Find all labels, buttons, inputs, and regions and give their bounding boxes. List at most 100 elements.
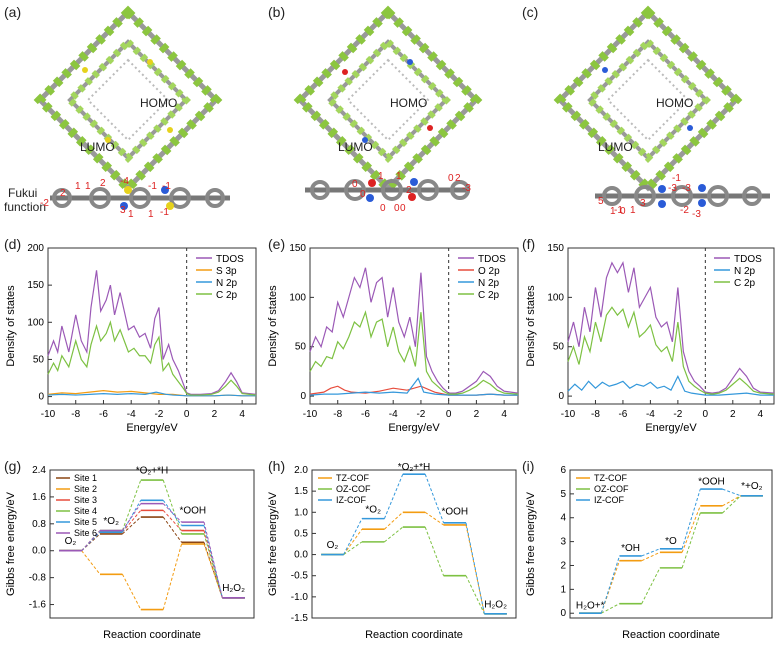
panel-label-a: (a) xyxy=(4,4,22,20)
state-label: *OOH xyxy=(441,506,468,517)
energy-connector xyxy=(162,510,182,531)
fukui-value: 1 xyxy=(610,206,616,217)
energy-connector xyxy=(162,516,182,543)
legend-label: Site 3 xyxy=(74,495,97,505)
x-axis-label: Energy/eV xyxy=(388,422,440,434)
x-tick-label: -4 xyxy=(646,409,655,420)
series-line-tdos xyxy=(567,261,775,394)
lumo-label-b: LUMO xyxy=(338,140,373,154)
x-axis-label: Energy/eV xyxy=(645,422,697,434)
structures-figure xyxy=(0,0,770,210)
fukui-molecule-c xyxy=(595,184,770,208)
fukui-molecule-a xyxy=(50,186,230,210)
fukui-value: 3 xyxy=(120,205,126,216)
legend-label: Site 2 xyxy=(74,484,97,494)
energy-connector xyxy=(121,500,142,533)
y-axis-label: Density of states xyxy=(267,285,279,367)
legend-label: TDOS xyxy=(478,254,506,265)
state-label: *+O₂ xyxy=(741,481,763,492)
structure-c-cage xyxy=(560,12,736,188)
energy-connector xyxy=(722,488,741,497)
panel-label-f: (f) xyxy=(522,236,536,252)
fukui-value: 1 xyxy=(148,209,154,220)
series-line-c-2p xyxy=(309,310,519,395)
energy-connector xyxy=(122,510,142,533)
series-line-c-2p xyxy=(567,306,775,395)
series-line-n-2p xyxy=(309,377,518,396)
energy-connector xyxy=(162,503,182,523)
x-tick-label: 2 xyxy=(730,409,736,420)
legend-label: O 2p xyxy=(478,266,500,277)
fukui-value: 1 xyxy=(85,181,91,192)
x-tick-label: 0 xyxy=(446,409,452,420)
energy-connector xyxy=(81,530,101,552)
energy-connector xyxy=(722,495,741,507)
x-tick-label: -10 xyxy=(303,409,318,420)
y-axis-label: Gibbs free energy/eV xyxy=(267,491,279,596)
y-tick-label: 100 xyxy=(547,292,564,303)
energy-connector xyxy=(722,495,742,514)
fukui-value: 0 xyxy=(360,189,366,200)
fukui-value: 2 xyxy=(100,178,106,189)
fukui-value: 1 xyxy=(396,171,402,182)
state-label: H₂O₂ xyxy=(484,599,507,610)
lumo-label-a: LUMO xyxy=(80,140,115,154)
panel-label-c: (c) xyxy=(522,4,539,20)
fukui-value: 0 xyxy=(394,203,400,214)
plot-frame xyxy=(49,469,255,619)
energy-connector xyxy=(600,560,620,614)
legend-label: C 2p xyxy=(478,290,500,301)
x-axis-label: Reaction coordinate xyxy=(103,629,201,641)
y-tick-label: 0 xyxy=(560,608,566,619)
legend-label: N 2p xyxy=(734,266,756,277)
energy-connector xyxy=(81,533,101,552)
x-tick-label: -2 xyxy=(416,409,425,420)
legend-label: OZ-COF xyxy=(594,484,629,494)
series-line-tdos xyxy=(309,267,519,394)
fukui-value: 0 xyxy=(620,206,626,217)
series-line-n-2p xyxy=(567,374,774,396)
fukui-label-line2: function xyxy=(4,200,47,214)
legend-label: TDOS xyxy=(734,254,762,265)
x-axis-label: Reaction coordinate xyxy=(365,629,463,641)
y-tick-label: 1.0 xyxy=(294,507,308,518)
legend-label: IZ-COF xyxy=(336,495,366,505)
y-tick-label: 150 xyxy=(547,243,564,254)
energy-connector xyxy=(424,526,445,576)
legend-label: TZ-COF xyxy=(336,473,369,483)
legend-label: C 2p xyxy=(734,278,756,289)
energy-connector xyxy=(601,603,620,614)
state-label: *OH xyxy=(621,543,640,554)
y-axis-label: Density of states xyxy=(525,285,537,367)
plot-frame xyxy=(567,247,775,405)
legend-label: C 2p xyxy=(216,290,238,301)
x-tick-label: -2 xyxy=(673,409,682,420)
panel-label-h: (h) xyxy=(268,458,286,474)
energy-connector xyxy=(343,541,363,555)
energy-connector xyxy=(122,516,142,535)
fukui-value: -2 xyxy=(40,198,49,209)
y-tick-label: 0.0 xyxy=(32,546,46,557)
legend-label: Site 4 xyxy=(74,506,97,516)
fukui-value: -1 xyxy=(160,207,169,218)
y-axis-label: Gibbs free energy/eV xyxy=(5,491,17,596)
legend-label: S 3p xyxy=(216,266,237,277)
fukui-value: -1 xyxy=(672,173,681,184)
homo-label-b: HOMO xyxy=(390,96,428,110)
legend-label: OZ-COF xyxy=(336,484,371,494)
y-tick-label: 100 xyxy=(289,292,306,303)
fukui-value: -1 xyxy=(148,181,157,192)
x-tick-label: -8 xyxy=(333,409,342,420)
x-tick-label: -6 xyxy=(618,409,627,420)
x-tick-label: 2 xyxy=(474,409,480,420)
x-tick-label: 4 xyxy=(757,409,763,420)
fukui-value: 2 xyxy=(455,173,461,184)
energy-connector xyxy=(384,511,404,530)
lumo-label-c: LUMO xyxy=(598,140,633,154)
energy-connector xyxy=(600,555,620,614)
legend-label: N 2p xyxy=(478,278,500,289)
series-line-tdos xyxy=(47,270,257,395)
panel-label-b: (b) xyxy=(268,4,286,20)
state-label: *O₂+*H xyxy=(136,465,169,476)
